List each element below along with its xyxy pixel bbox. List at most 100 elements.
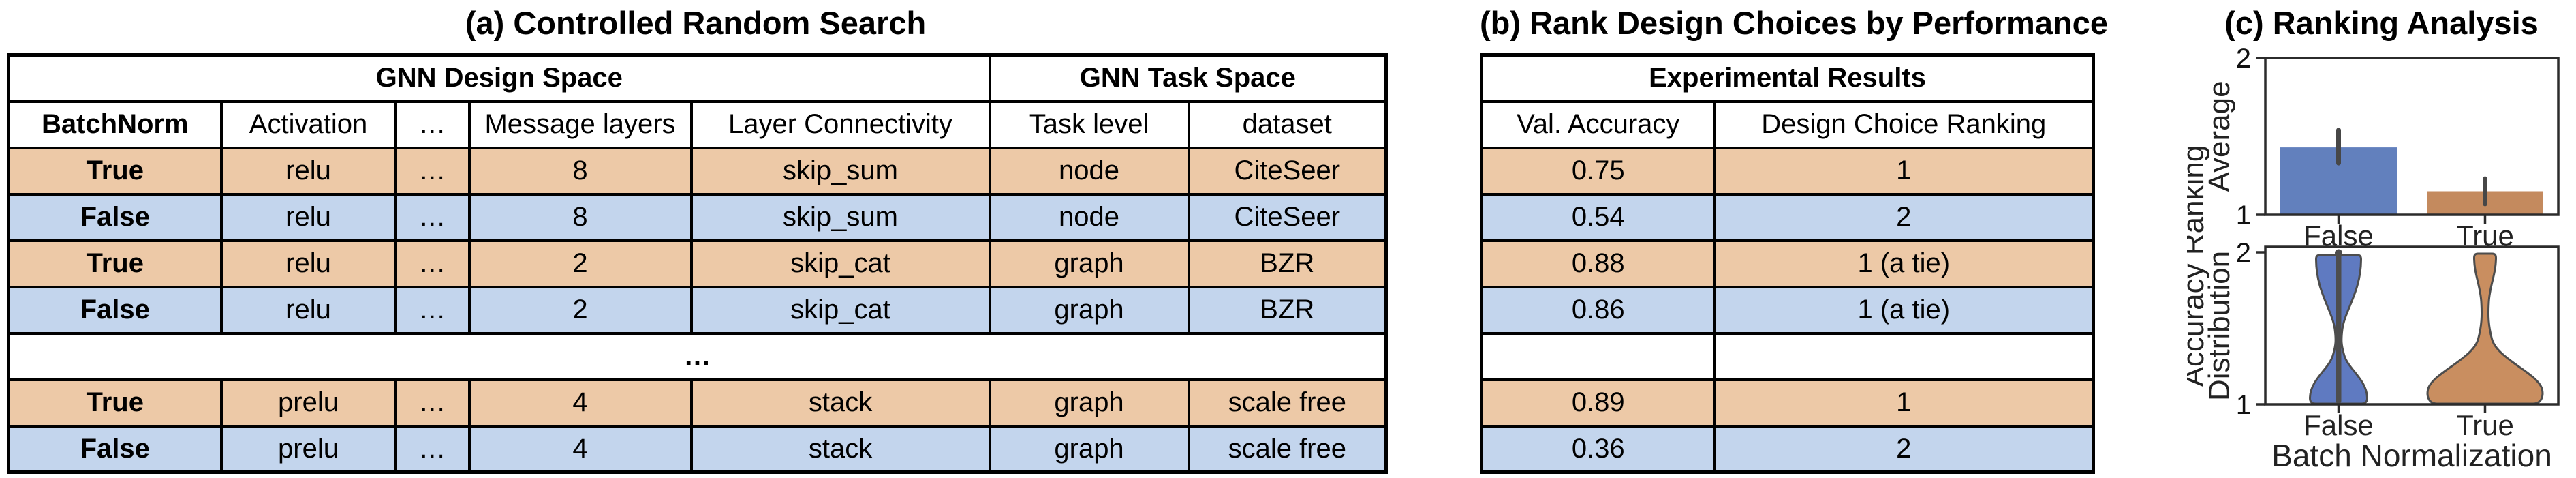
table-row: False prelu … 4 stack graph scale free — [7, 424, 1388, 474]
y-tick-label: 1 — [2236, 390, 2251, 420]
table-cell: graph — [988, 285, 1190, 335]
y-tick-label: 2 — [2236, 238, 2251, 268]
table-cell: 1 — [1713, 378, 2095, 428]
group-header-design-space: GNN Design Space — [7, 53, 991, 103]
table-cell: scale free — [1187, 378, 1388, 428]
table-cell — [1480, 331, 1716, 381]
table-empty-row — [1480, 331, 2095, 381]
bar-chart: 2 1 False True — [2236, 44, 2560, 252]
table-cell: 2 — [467, 239, 693, 288]
column-header: Val. Accuracy — [1480, 100, 1716, 149]
x-tick-label: False — [2303, 409, 2374, 441]
table-row: True relu … 2 skip_cat graph BZR — [7, 239, 1388, 288]
table-cell: 4 — [467, 378, 693, 428]
table-cell: 1 (a tie) — [1713, 285, 2095, 335]
table-row: False relu … 2 skip_cat graph BZR — [7, 285, 1388, 335]
group-header-experimental-results: Experimental Results — [1480, 53, 2095, 103]
column-header: dataset — [1187, 100, 1388, 149]
table-group-header-row: Experimental Results — [1480, 53, 2095, 103]
table-cell: False — [7, 192, 223, 242]
table-cell — [1713, 331, 2095, 381]
table-cell: relu — [219, 146, 397, 196]
shared-y-axis-label: Accuracy Ranking — [2187, 145, 2210, 387]
table-cell: relu — [219, 285, 397, 335]
table-cell: 2 — [467, 285, 693, 335]
column-header: Layer Connectivity — [689, 100, 991, 149]
table-row: False relu … 8 skip_sum node CiteSeer — [7, 192, 1388, 242]
axes-box — [2264, 57, 2560, 216]
top-y-axis-label: Average — [2203, 80, 2236, 192]
table-cell: scale free — [1187, 424, 1388, 474]
panel-a-title: (a) Controlled Random Search — [465, 5, 927, 41]
table-row: 0.89 1 — [1480, 378, 2095, 428]
table-cell: … — [394, 146, 471, 196]
table-cell: True — [7, 239, 223, 288]
table-cell: True — [7, 378, 223, 428]
x-axis-label: Batch Normalization — [2271, 438, 2552, 473]
table-cell: False — [7, 285, 223, 335]
table-cell: … — [394, 424, 471, 474]
table-cell: node — [988, 192, 1190, 242]
table-cell: 2 — [1713, 424, 2095, 474]
table-cell: 4 — [467, 424, 693, 474]
panel-b-title: (b) Rank Design Choices by Performance — [1480, 5, 2108, 41]
table-column-header-row: BatchNorm Activation … Message layers La… — [7, 100, 1388, 149]
table-cell: … — [394, 239, 471, 288]
table-column-header-row: Val. Accuracy Design Choice Ranking — [1480, 100, 2095, 149]
y-tick-label: 2 — [2236, 44, 2251, 74]
table-cell: skip_cat — [689, 285, 991, 335]
table-cell: graph — [988, 239, 1190, 288]
column-header: … — [394, 100, 471, 149]
violin-range-bar — [2336, 252, 2342, 404]
column-header: Message layers — [467, 100, 693, 149]
table-cell: BZR — [1187, 285, 1388, 335]
gnn-design-space-table: GNN Design Space GNN Task Space BatchNor… — [7, 53, 1388, 474]
table-cell: relu — [219, 192, 397, 242]
table-cell: 0.86 — [1480, 285, 1716, 335]
x-tick-label: True — [2456, 409, 2514, 441]
table-row: 0.86 1 (a tie) — [1480, 285, 2095, 335]
table-cell: graph — [988, 378, 1190, 428]
table-cell: … — [394, 192, 471, 242]
table-cell: 2 — [1713, 192, 2095, 242]
table-cell: stack — [689, 424, 991, 474]
table-cell: 0.75 — [1480, 146, 1716, 196]
group-header-task-space: GNN Task Space — [988, 53, 1388, 103]
column-header: Design Choice Ranking — [1713, 100, 2095, 149]
table-row: 0.54 2 — [1480, 192, 2095, 242]
table-cell: 1 — [1713, 146, 2095, 196]
ranking-analysis-charts: Accuracy Ranking Average Distribution 2 … — [2187, 44, 2560, 473]
table-ellipsis-row: … — [7, 331, 1388, 381]
table-cell: CiteSeer — [1187, 146, 1388, 196]
table-row: True prelu … 4 stack graph scale free — [7, 378, 1388, 428]
violin-chart: 2 1 False True Batch Normalization — [2236, 238, 2560, 473]
table-cell: node — [988, 146, 1190, 196]
table-cell: stack — [689, 378, 991, 428]
table-cell: skip_sum — [689, 146, 991, 196]
bottom-y-axis-label: Distribution — [2203, 251, 2236, 401]
table-row: 0.88 1 (a tie) — [1480, 239, 2095, 288]
table-row: 0.36 2 — [1480, 424, 2095, 474]
y-tick-label: 1 — [2236, 200, 2251, 230]
table-cell: BZR — [1187, 239, 1388, 288]
table-cell: prelu — [219, 378, 397, 428]
table-cell: 1 (a tie) — [1713, 239, 2095, 288]
column-header: Activation — [219, 100, 397, 149]
column-header: BatchNorm — [7, 100, 223, 149]
table-cell: False — [7, 424, 223, 474]
table-cell: … — [7, 331, 1388, 381]
table-cell: 0.89 — [1480, 378, 1716, 428]
table-cell: 8 — [467, 146, 693, 196]
table-cell: graph — [988, 424, 1190, 474]
table-cell: relu — [219, 239, 397, 288]
table-cell: prelu — [219, 424, 397, 474]
table-cell: CiteSeer — [1187, 192, 1388, 242]
table-cell: skip_sum — [689, 192, 991, 242]
table-cell: … — [394, 378, 471, 428]
table-cell: 0.36 — [1480, 424, 1716, 474]
experimental-results-table: Experimental Results Val. Accuracy Desig… — [1480, 53, 2096, 474]
axes-box — [2264, 245, 2560, 406]
table-cell: 0.88 — [1480, 239, 1716, 288]
column-header: Task level — [988, 100, 1190, 149]
